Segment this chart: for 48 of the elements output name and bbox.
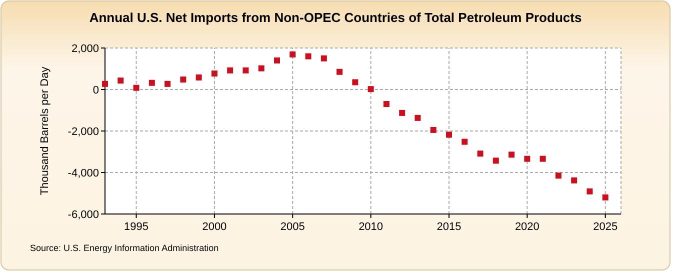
point: [383, 101, 390, 108]
point: [320, 55, 327, 62]
y-tick-label: -4,000: [68, 168, 99, 180]
point: [180, 76, 186, 83]
x-tick-label: 2015: [436, 221, 462, 233]
point: [242, 67, 249, 74]
point: [118, 78, 124, 84]
point: [508, 152, 515, 158]
y-axis-title: Thousand Barrels per Day: [39, 66, 51, 196]
point: [462, 138, 468, 145]
point: [414, 114, 421, 121]
point: [274, 57, 280, 64]
source-note: Source: U.S. Energy Information Administration: [30, 243, 219, 253]
point: [492, 158, 499, 164]
point: [586, 188, 593, 194]
point: [305, 53, 312, 60]
point: [571, 177, 578, 184]
point: [430, 126, 436, 133]
point: [368, 86, 374, 92]
x-tick-label: 2000: [202, 221, 227, 233]
point: [227, 67, 234, 74]
x-tick-label: 2005: [280, 221, 305, 233]
point: [290, 51, 296, 58]
point: [446, 132, 452, 138]
x-tick-label: 1995: [124, 221, 149, 233]
point: [602, 194, 608, 200]
point: [555, 172, 562, 179]
point: [540, 156, 546, 162]
chart-title: Annual U.S. Net Imports from Non-OPEC Countries of Total Petroleum Products: [89, 10, 582, 25]
y-tick-label: -6,000: [68, 209, 99, 221]
point: [336, 68, 343, 75]
y-tick-label: 0: [92, 84, 99, 96]
point: [477, 150, 484, 157]
point: [211, 70, 218, 77]
point: [524, 156, 530, 162]
point: [148, 80, 155, 86]
x-tick-label: 2025: [593, 221, 618, 233]
point: [102, 80, 108, 87]
point: [164, 80, 171, 87]
point: [399, 110, 406, 116]
y-tick-label: 2,000: [71, 43, 99, 55]
x-tick-label: 2010: [358, 221, 384, 233]
y-tick-label: -2,000: [68, 126, 99, 138]
point: [352, 79, 358, 86]
point: [196, 74, 202, 80]
point: [133, 84, 140, 91]
point: [258, 65, 264, 72]
x-tick-label: 2020: [514, 221, 540, 233]
